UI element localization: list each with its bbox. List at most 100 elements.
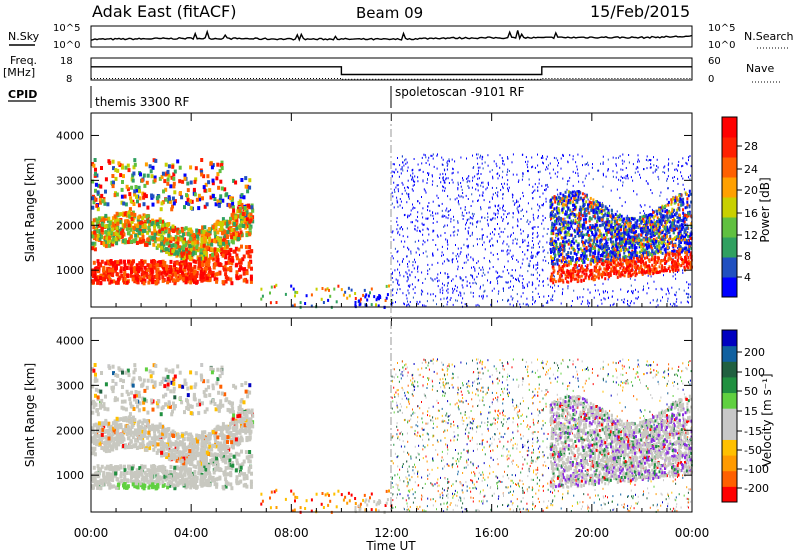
scatter-cell [220,160,224,165]
scatter-cell [437,248,439,251]
scatter-cell [174,273,178,278]
scatter-cell [492,217,494,219]
scatter-cell [140,178,144,183]
scatter-cell [167,173,171,178]
scatter-cell [662,218,665,222]
scatter-cell [531,192,533,194]
scatter-cell [520,210,522,212]
scatter-cell [500,230,502,233]
scatter-cell [668,162,670,165]
scatter-cell [442,289,444,292]
scatter-cell [202,243,206,248]
scatter-cell [487,164,489,167]
scatter-cell [456,286,458,289]
scatter-cell [460,247,462,250]
scatter-cell [129,273,133,278]
scatter-cell [570,272,573,276]
scatter-cell [187,250,191,255]
scatter-cell [424,277,426,280]
scatter-cell [609,237,612,241]
scatter-cell [127,259,130,264]
scatter-cell [221,198,225,203]
scatter-cell [595,289,596,292]
scatter-cell [538,178,540,181]
scatter-cell [676,260,679,264]
scatter-cell [260,297,263,301]
scatter-cell [690,214,693,218]
scatter-cell [123,212,127,217]
scatter-cell [657,259,660,263]
scatter-cell [507,300,508,303]
scatter-cell [400,172,402,175]
scatter-cell [517,260,519,263]
scatter-cell [490,245,491,248]
nave-label: Nave [746,62,774,75]
scatter-cell [594,257,596,261]
scatter-cell [558,211,561,215]
scatter-cell [168,278,172,283]
scatter-cell [451,261,453,264]
scatter-cell [103,201,107,206]
scatter-cell [413,267,415,270]
scatter-cell [496,253,498,255]
scatter-cell [460,182,462,184]
scatter-cell [571,212,574,216]
scatter-cell [423,188,425,191]
scatter-cell [183,265,187,269]
scatter-cell [209,195,213,200]
scatter-cell [431,174,433,177]
scatter-cell [544,189,545,191]
scatter-cell [171,204,174,209]
scatter-cell [441,215,443,218]
scatter-cell [99,273,103,278]
scatter-cell [467,253,469,256]
scatter-cell [532,213,534,216]
scatter-cell [509,285,511,288]
scatter-cell [676,305,678,308]
scatter-cell [557,250,560,254]
scatter-cell [511,298,513,301]
scatter-cell [647,242,650,246]
scatter-cell [546,155,548,158]
scatter-cell [472,259,474,262]
scatter-cell [621,159,623,162]
scatter-cell [467,185,469,187]
scatter-cell [567,263,570,267]
scatter-cell [689,251,692,255]
scatter-cell [511,193,513,196]
scatter-cell [116,218,120,223]
scatter-cell [550,226,553,230]
scatter-cell [187,202,191,206]
scatter-cell [391,170,393,173]
scatter-cell [428,174,429,176]
scatter-cell [687,256,690,259]
scatter-cell [509,303,511,306]
scatter-cell [537,292,539,295]
scatter-cell [150,222,154,227]
scatter-cell [446,207,448,210]
scatter-cell [606,220,609,224]
scatter-cell [167,233,171,238]
scatter-cell [461,211,463,214]
scatter-cell [216,162,220,167]
scatter-cell [615,163,617,166]
scatter-cell [123,259,126,264]
scatter-cell [586,248,589,252]
scatter-cell [182,273,186,278]
scatter-cell [537,267,539,269]
scatter-cell [682,208,684,212]
scatter-cell [392,294,394,297]
scatter-cell [552,294,554,297]
scatter-cell [641,215,644,219]
scatter-cell [616,254,619,258]
scatter-cell [134,185,138,189]
scatter-cell [409,273,411,276]
scatter-cell [496,239,498,242]
scatter-cell [590,205,593,209]
scatter-cell [180,260,184,265]
scatter-cell [537,153,538,156]
scatter-cell [151,218,155,223]
scatter-cell [135,263,139,268]
scatter-cell [620,168,622,171]
scatter-cell [462,196,464,199]
